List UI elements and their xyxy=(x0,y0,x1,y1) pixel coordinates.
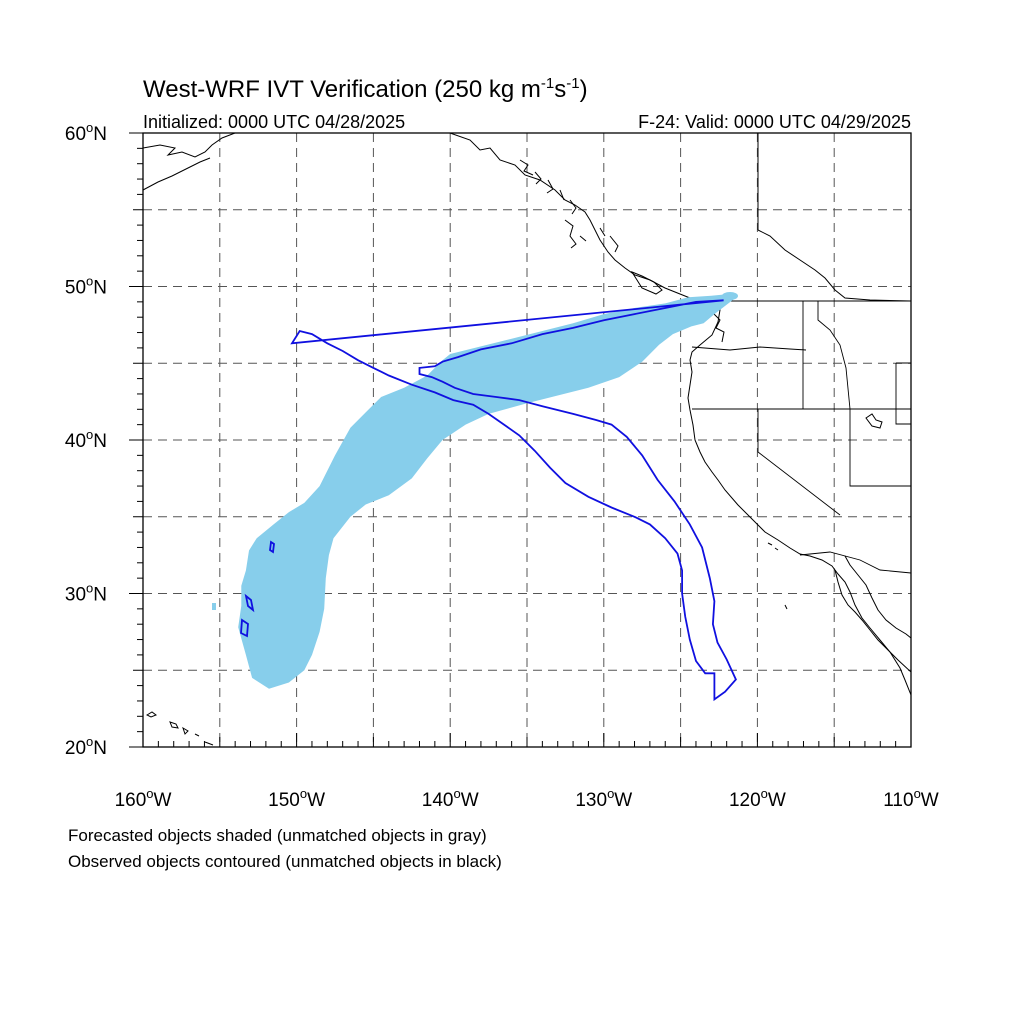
lat-label: 60oN xyxy=(65,120,107,145)
se-alaska-islands xyxy=(519,159,663,295)
hawaii-islands xyxy=(145,711,214,746)
lat-label: 30oN xyxy=(65,581,107,606)
longitude-labels: 160oW 150oW 140oW 130oW 120oW 110oW xyxy=(115,786,939,811)
us-west-coastline xyxy=(687,299,911,696)
baja-peninsula xyxy=(834,555,911,673)
channel-islands xyxy=(767,542,788,610)
lon-label: 140oW xyxy=(422,786,479,811)
forecast-object-shaded xyxy=(238,294,735,689)
lon-label: 150oW xyxy=(268,786,325,811)
great-salt-lake xyxy=(865,413,883,429)
observed-object-contour xyxy=(290,299,737,702)
observed-small-contours xyxy=(240,540,275,638)
lat-label: 20oN xyxy=(65,734,107,759)
footnote-forecast: Forecasted objects shaded (unmatched obj… xyxy=(68,826,487,845)
lat-label: 40oN xyxy=(65,427,107,452)
figure-title: West-WRF IVT Verification (250 kg m-1s-1… xyxy=(143,75,588,103)
valid-time: F-24: Valid: 0000 UTC 04/29/2025 xyxy=(638,112,911,132)
state-borders xyxy=(691,301,911,574)
footnote-observed: Observed objects contoured (unmatched ob… xyxy=(68,852,502,871)
initialized-time: Initialized: 0000 UTC 04/28/2025 xyxy=(143,112,405,132)
axis-ticks xyxy=(129,132,912,748)
lon-label: 120oW xyxy=(729,786,786,811)
latitude-labels: 20oN 30oN 40oN 50oN 60oN xyxy=(65,120,107,759)
lat-label: 50oN xyxy=(65,274,107,299)
forecast-fragments xyxy=(212,292,738,610)
alaska-coastline xyxy=(143,133,691,299)
lon-label: 160oW xyxy=(115,786,172,811)
canada-interior-line xyxy=(757,229,911,302)
lon-label: 130oW xyxy=(575,786,632,811)
lon-label: 110oW xyxy=(883,786,939,811)
